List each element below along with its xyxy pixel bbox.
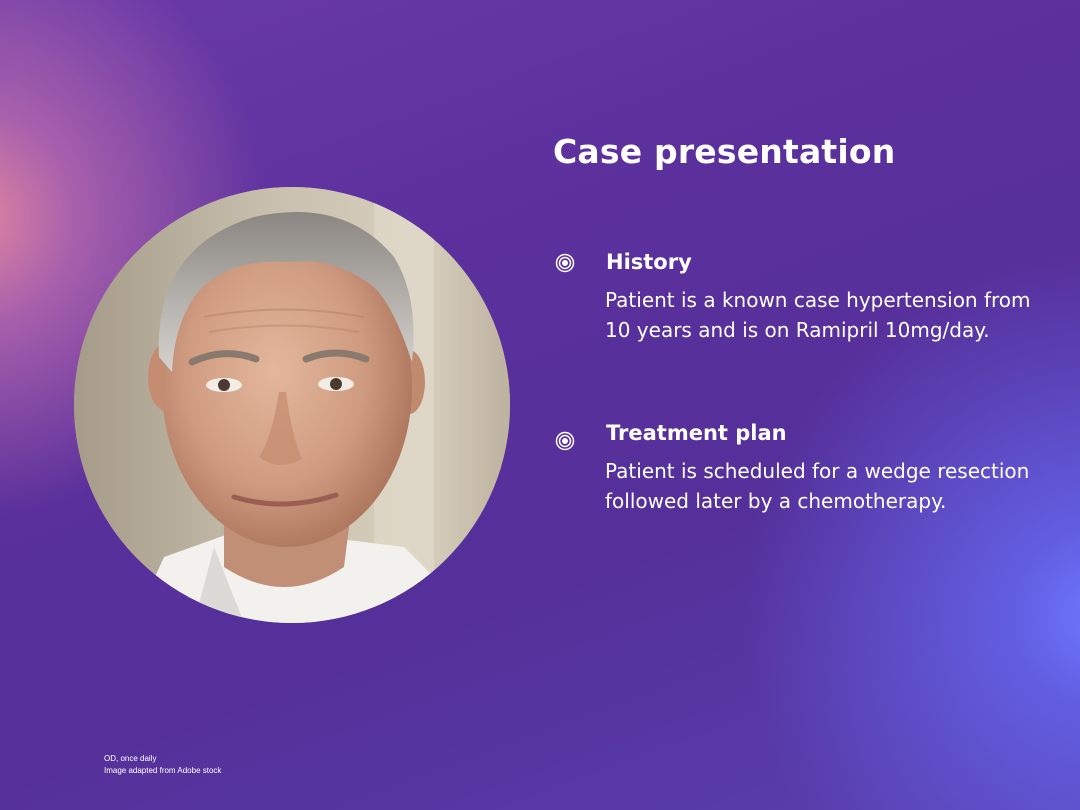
section-body-treatment-plan: Patient is scheduled for a wedge resecti… xyxy=(605,459,1030,513)
footnote-abbreviation: OD, once daily xyxy=(104,754,157,763)
concentric-circle-bullet-icon xyxy=(555,431,575,451)
section-body-history: Patient is a known case hypertension fro… xyxy=(605,288,1031,342)
concentric-circle-bullet-icon xyxy=(555,253,575,273)
footnotes: OD, once daily Image adapted from Adobe … xyxy=(104,753,221,777)
section-heading-treatment-plan: Treatment plan xyxy=(606,421,787,445)
section-heading-history: History xyxy=(606,250,692,274)
patient-photo xyxy=(74,187,510,623)
footnote-image-credit: Image adapted from Adobe stock xyxy=(104,766,222,775)
page-title: Case presentation xyxy=(553,132,896,171)
